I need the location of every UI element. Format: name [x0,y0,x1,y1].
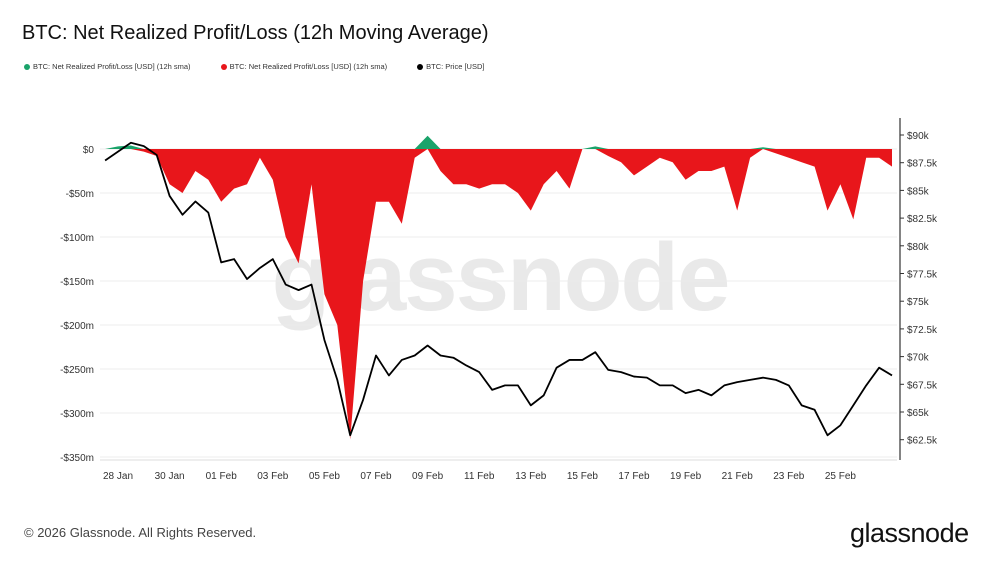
legend-dot-red [220,64,227,71]
left-tick-label: -$50m [66,189,94,200]
glassnode-logo: glassnode [850,518,969,548]
x-tick-label: 30 Jan [155,471,185,482]
chart-title: BTC: Net Realized Profit/Loss (12h Movin… [22,22,489,44]
right-tick-label: $72.5k [907,325,938,336]
right-tick-label: $75k [907,297,930,308]
x-tick-label: 05 Feb [309,471,341,482]
x-tick-label: 25 Feb [825,471,857,482]
x-tick-label: 07 Feb [360,471,392,482]
legend-item-price[interactable]: BTC: Price [USD] [417,62,484,71]
right-tick-label: $87.5k [907,159,938,170]
legend-label: BTC: Net Realized Profit/Loss [USD] (12h… [33,62,191,71]
left-tick-label: -$300m [60,409,94,420]
left-tick-label: -$350m [60,453,94,464]
x-tick-label: 19 Feb [670,471,702,482]
x-tick-label: 21 Feb [722,471,754,482]
profit-area [105,135,893,149]
x-tick-label: 11 Feb [464,471,495,482]
right-tick-label: $70k [907,353,930,364]
x-tick-label: 03 Feb [257,471,289,482]
legend-dot-green [24,64,30,71]
legend-label: BTC: Price [USD] [426,62,485,71]
loss-area [105,149,893,440]
copyright: © 2026 Glassnode. All Rights Reserved. [24,525,257,540]
right-tick-label: $62.5k [907,436,938,447]
right-tick-label: $82.5k [907,214,938,225]
left-tick-label: -$100m [60,233,94,244]
right-tick-label: $67.5k [907,380,938,391]
left-tick-label: $0 [83,145,95,156]
legend-dot-black [417,64,424,71]
right-tick-label: $65k [907,408,930,419]
left-tick-label: -$150m [60,277,94,288]
left-tick-label: -$200m [60,321,94,332]
right-tick-label: $85k [907,186,930,197]
right-tick-label: $77.5k [907,270,938,281]
legend: BTC: Net Realized Profit/Loss [USD] (12h… [24,62,484,71]
left-tick-label: -$250m [60,365,94,376]
x-tick-label: 17 Feb [618,471,650,482]
legend-label: BTC: Net Realized Profit/Loss [USD] (12h… [229,62,388,71]
right-tick-label: $90k [907,131,930,142]
x-tick-label: 01 Feb [206,471,238,482]
legend-item-loss[interactable]: BTC: Net Realized Profit/Loss [USD] (12h… [220,62,388,71]
x-tick-label: 28 Jan [103,471,133,482]
right-tick-label: $80k [907,242,930,253]
price-line [104,141,893,437]
legend-item-profit[interactable]: BTC: Net Realized Profit/Loss [USD] (12h… [24,62,191,71]
x-tick-label: 15 Feb [567,471,599,482]
x-tick-label: 13 Feb [515,471,547,482]
x-tick-label: 23 Feb [773,471,805,482]
x-tick-label: 09 Feb [412,471,444,482]
